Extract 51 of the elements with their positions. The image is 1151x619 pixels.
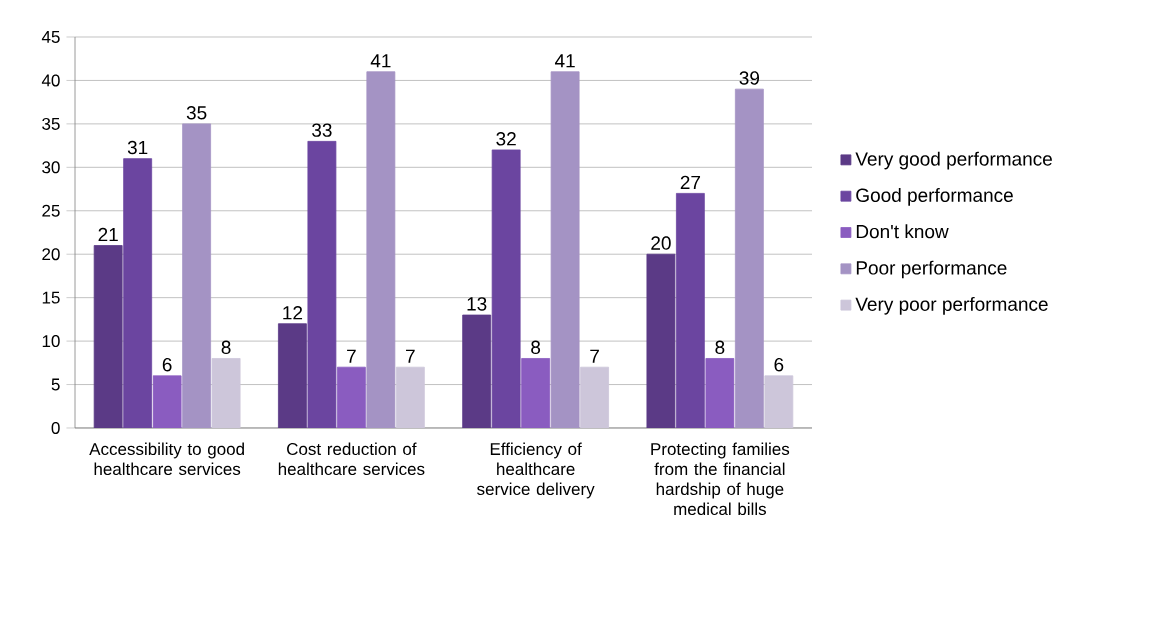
data-label: 7 bbox=[347, 349, 356, 363]
data-label: 13 bbox=[467, 297, 487, 311]
bar bbox=[278, 323, 307, 428]
x-tick-label: Protecting families from the financial hardship of huge medical bills bbox=[651, 442, 790, 516]
data-label: 7 bbox=[590, 349, 599, 363]
x-tick-label: Efficiency of healthcare service delivery bbox=[477, 442, 595, 499]
bar bbox=[182, 123, 212, 428]
bar bbox=[734, 88, 764, 428]
legend-label: Poor performance bbox=[856, 260, 1007, 279]
bar bbox=[705, 358, 735, 428]
data-label: 6 bbox=[162, 358, 172, 372]
bar bbox=[550, 71, 580, 428]
y-tick-label: 5 bbox=[51, 378, 60, 391]
bar bbox=[366, 71, 396, 428]
data-label: 7 bbox=[406, 349, 415, 363]
data-label: 33 bbox=[312, 123, 332, 137]
legend-label: Don't know bbox=[856, 224, 949, 239]
data-label: 27 bbox=[680, 175, 701, 189]
data-label: 31 bbox=[127, 140, 148, 155]
bar bbox=[152, 375, 182, 428]
legend-label: Very good performance bbox=[855, 151, 1052, 170]
bar bbox=[646, 253, 676, 428]
y-tick-label: 30 bbox=[42, 161, 60, 174]
y-tick-label: 35 bbox=[42, 117, 60, 130]
bar bbox=[336, 366, 366, 428]
x-tick-label: Cost reduction of healthcare services bbox=[278, 442, 425, 476]
data-label: 41 bbox=[554, 54, 575, 68]
y-tick-label: 10 bbox=[42, 335, 60, 348]
x-tick-label: Accessibility to good healthcare services bbox=[89, 442, 244, 476]
bar bbox=[93, 245, 123, 428]
y-tick-label: 25 bbox=[42, 204, 60, 217]
data-label: 20 bbox=[651, 236, 671, 250]
legend-label: Very poor performance bbox=[855, 296, 1048, 315]
bar bbox=[521, 358, 551, 428]
y-tick-label: 15 bbox=[42, 291, 60, 304]
data-label: 6 bbox=[774, 358, 784, 372]
data-label: 8 bbox=[531, 340, 541, 355]
data-label: 8 bbox=[221, 340, 231, 355]
bar bbox=[462, 314, 492, 428]
y-tick-label: 40 bbox=[41, 74, 60, 87]
data-label: 12 bbox=[283, 306, 303, 320]
y-tick-label: 20 bbox=[42, 248, 60, 261]
data-label: 32 bbox=[496, 132, 516, 146]
data-label: 35 bbox=[186, 106, 207, 120]
legend-label: Good performance bbox=[856, 188, 1013, 206]
y-tick-label: 0 bbox=[51, 421, 60, 434]
data-label: 41 bbox=[370, 54, 391, 68]
data-label: 39 bbox=[739, 71, 760, 85]
data-label: 21 bbox=[98, 227, 118, 242]
data-label: 8 bbox=[715, 340, 725, 355]
y-tick-label: 45 bbox=[41, 31, 60, 43]
